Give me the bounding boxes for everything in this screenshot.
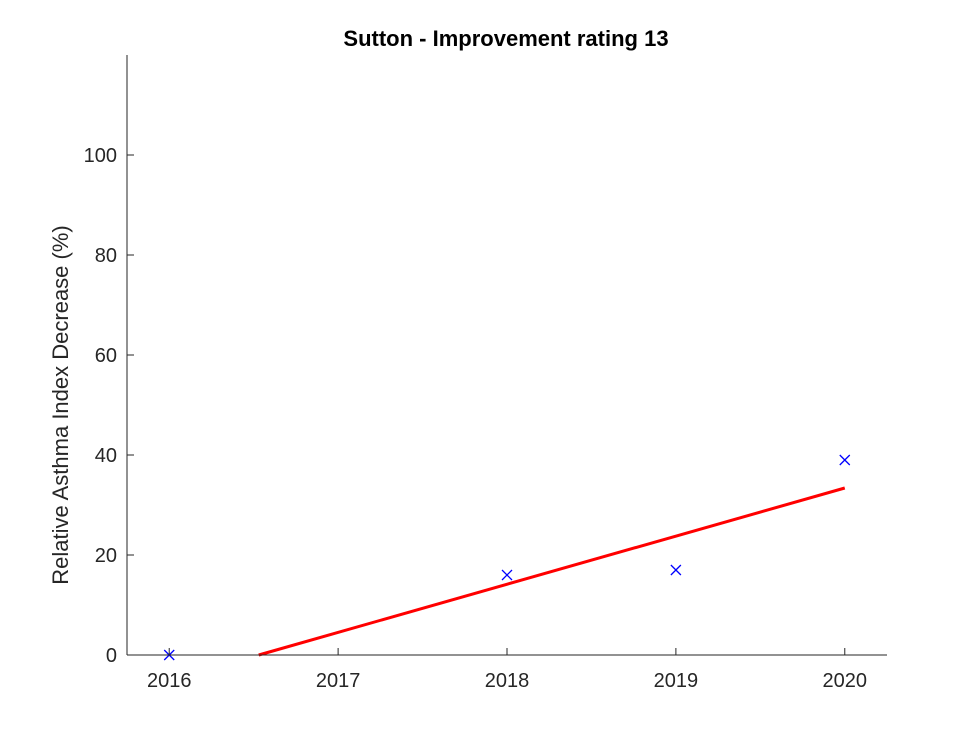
y-tick-label: 20 <box>95 545 117 567</box>
y-tick-label: 100 <box>84 145 117 167</box>
x-tick-label: 2020 <box>823 670 868 692</box>
y-tick-label: 80 <box>95 245 117 267</box>
x-tick-label: 2019 <box>654 670 699 692</box>
x-tick-label: 2016 <box>147 670 192 692</box>
fit-line <box>258 486 846 657</box>
y-axis-label: Relative Asthma Index Decrease (%) <box>48 225 73 585</box>
data-point-marker <box>839 454 851 466</box>
plot-area <box>163 454 851 661</box>
x-axis-ticks: 2016 2017 2018 2019 2020 <box>147 648 867 692</box>
data-point-marker <box>670 564 682 576</box>
x-tick-label: 2017 <box>316 670 361 692</box>
y-axis-ticks: 0 20 40 60 80 100 <box>84 145 134 667</box>
chart-title: Sutton - Improvement rating 13 <box>343 26 668 51</box>
y-tick-label: 40 <box>95 445 117 467</box>
data-point-marker <box>501 569 513 581</box>
y-tick-label: 60 <box>95 345 117 367</box>
x-tick-label: 2018 <box>485 670 530 692</box>
y-tick-label: 0 <box>106 645 117 667</box>
